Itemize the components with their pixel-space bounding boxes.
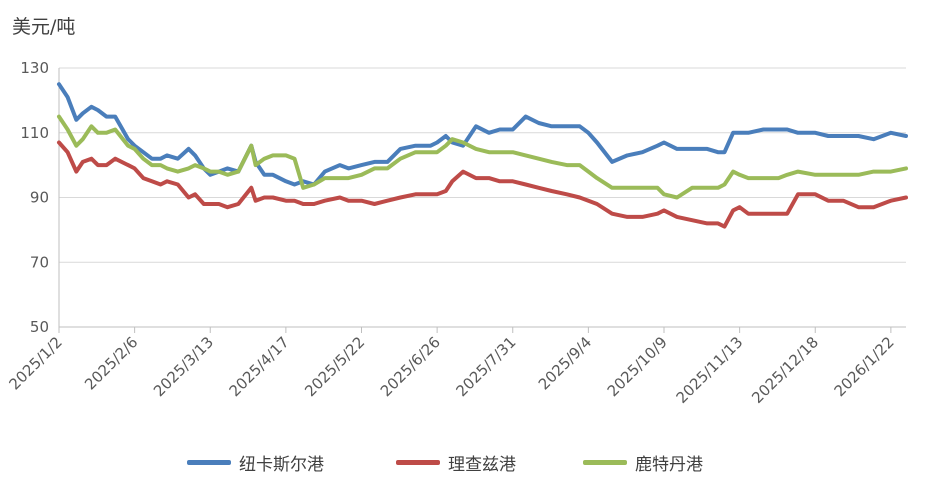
x-tick-label: 2025/2/6 xyxy=(81,333,141,393)
legend-label-rotterdam: 鹿特丹港 xyxy=(635,455,703,475)
y-axis-ticks: 50 70 90 110 130 xyxy=(20,59,49,336)
x-tick-label: 2026/1/22 xyxy=(831,333,898,400)
legend-item-rotterdam: 鹿特丹港 xyxy=(583,450,703,475)
legend-item-newcastle: 纽卡斯尔港 xyxy=(187,450,324,475)
series-line-richards-bay xyxy=(57,140,908,229)
gridlines xyxy=(59,67,906,328)
y-axis-unit-label: 美元/吨 xyxy=(12,16,76,38)
x-tick-label: 2025/4/17 xyxy=(226,333,293,400)
legend-item-richards-bay: 理查兹港 xyxy=(396,450,516,475)
series-lines xyxy=(57,82,908,229)
legend: 纽卡斯尔港 理查兹港 鹿特丹港 xyxy=(0,450,925,475)
y-tick-label: 90 xyxy=(30,189,49,207)
x-tick-label: 2025/6/26 xyxy=(377,333,444,400)
x-tick-label: 2025/11/13 xyxy=(673,333,747,407)
legend-label-newcastle: 纽卡斯尔港 xyxy=(239,455,324,475)
x-tick-label: 2025/5/22 xyxy=(301,333,368,400)
x-tick-label: 2025/3/13 xyxy=(150,333,217,400)
legend-swatch-rotterdam xyxy=(583,460,627,465)
y-tick-label: 130 xyxy=(20,59,49,77)
x-tick-label: 2025/7/31 xyxy=(452,333,519,400)
x-tick-label: 2025/10/9 xyxy=(604,333,671,400)
x-tick-label: 2025/12/18 xyxy=(748,333,822,407)
x-axis: 2025/1/2 2025/2/6 2025/3/13 2025/4/17 2025/5… xyxy=(5,68,898,407)
x-tick-label: 2025/9/4 xyxy=(535,333,595,393)
series-line-rotterdam xyxy=(57,114,908,200)
series-line-newcastle xyxy=(57,82,908,187)
legend-swatch-newcastle xyxy=(187,460,231,465)
legend-label-richards-bay: 理查兹港 xyxy=(448,455,516,475)
y-tick-label: 110 xyxy=(20,124,49,142)
y-tick-label: 50 xyxy=(30,318,49,336)
x-tick-label: 2025/1/2 xyxy=(5,333,65,393)
y-tick-label: 70 xyxy=(30,253,49,271)
legend-swatch-richards-bay xyxy=(396,460,440,465)
